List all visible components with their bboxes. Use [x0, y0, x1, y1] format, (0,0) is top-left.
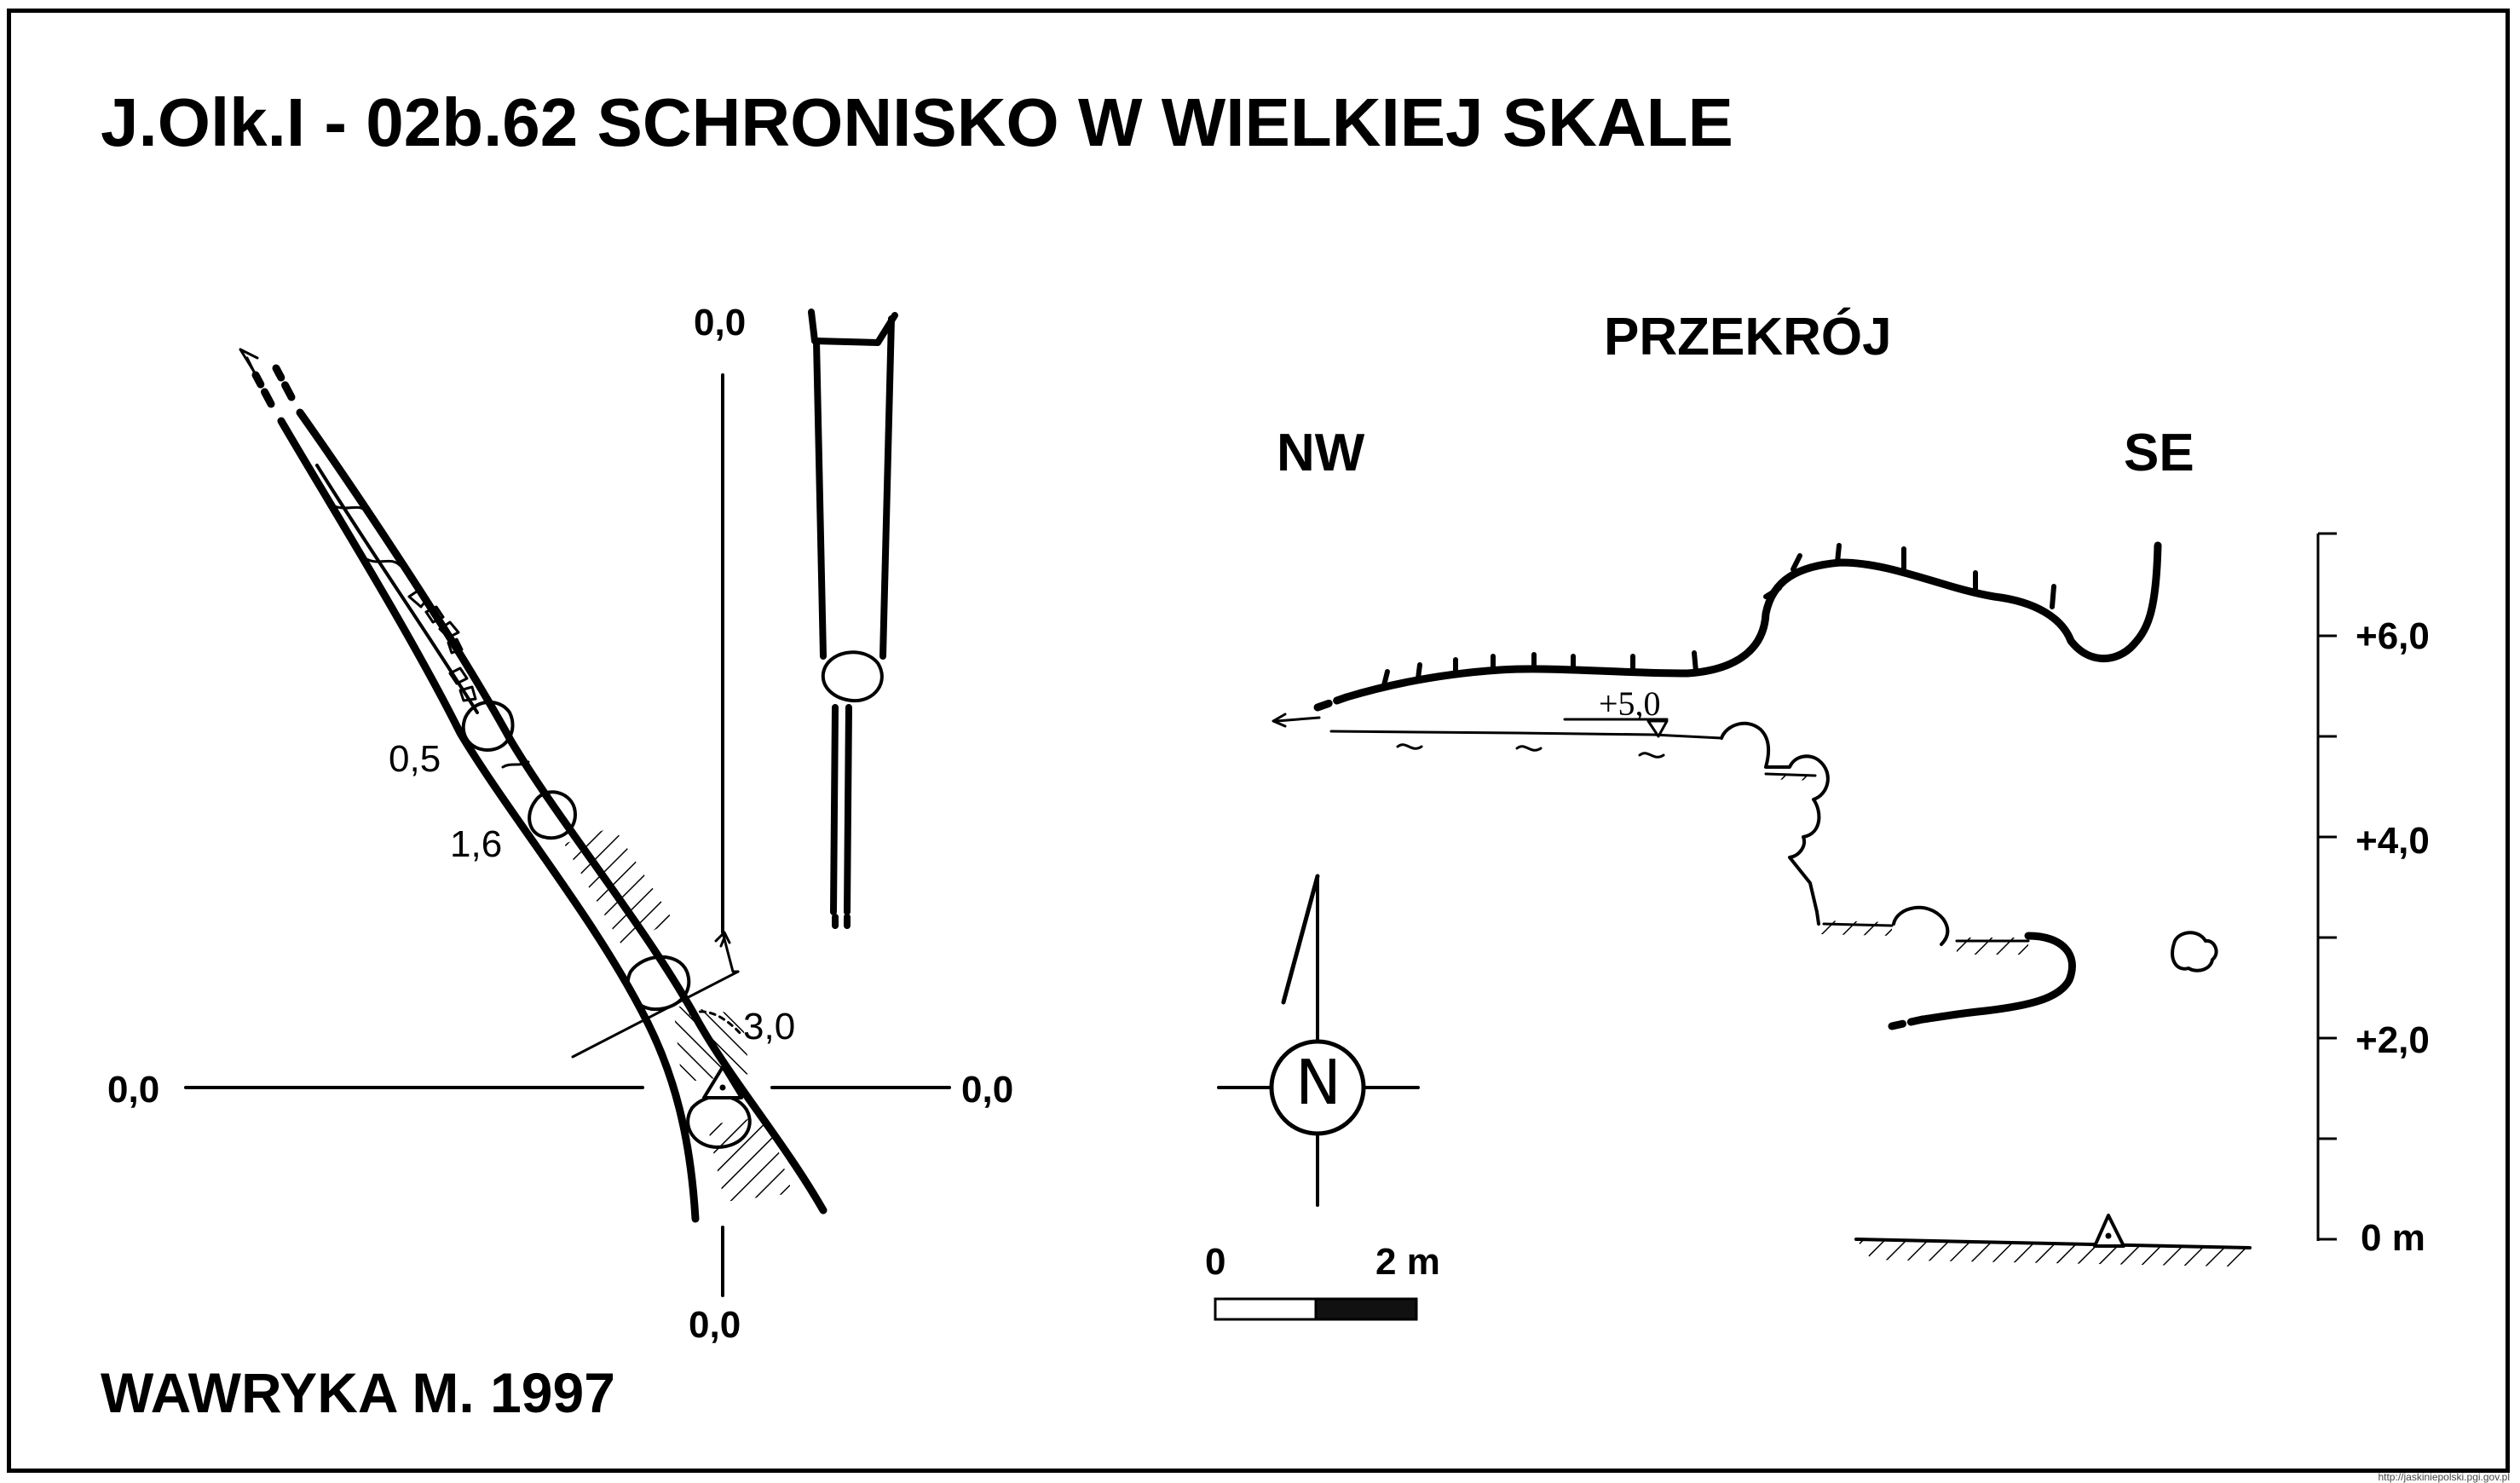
plan-wall-right	[296, 408, 828, 1215]
section-lower-passage	[1918, 932, 2076, 1024]
plan-wall-left	[277, 417, 700, 1223]
section-boulder	[1892, 905, 1950, 946]
plan-axis-right-label: 0,0	[961, 1069, 1014, 1111]
scale-bar	[1214, 1297, 1418, 1321]
author-credit: WAWRYKA M. 1997	[101, 1361, 615, 1424]
section-direction-se: SE	[2124, 424, 2194, 482]
section-step-wall	[1720, 721, 1830, 926]
plan-boulder-3	[626, 955, 691, 1012]
vertical-scale-label-2: +2,0	[2356, 1019, 2430, 1061]
scale-bar-end-label: 2 m	[1375, 1241, 1440, 1283]
section-title: PRZEKRÓJ	[1604, 308, 1892, 366]
plan-shaft	[808, 309, 898, 936]
section-sediment-1	[1819, 920, 1892, 936]
section-isolated-rock	[2171, 931, 2218, 972]
section-ceiling-ticks	[1381, 543, 2056, 688]
plan-sediment-1	[564, 827, 673, 946]
north-arrow-label: N	[1295, 1047, 1341, 1118]
section-base-ground	[1856, 1239, 2250, 1267]
plan-view	[184, 348, 951, 1297]
section-sediment-2	[1957, 938, 2028, 955]
page-title: J.Olk.I - 02b.62 SCHRONISKO W WIELKIEJ S…	[101, 84, 1733, 160]
section-direction-nw: NW	[1277, 424, 1365, 482]
source-url: http://jaskiniepolski.pgi.gov.pl	[2378, 1471, 2510, 1483]
plan-boulder-1	[461, 700, 515, 752]
plan-depth-label-2: 1,6	[450, 823, 503, 865]
vertical-scale-label-4: +4,0	[2356, 820, 2430, 862]
vertical-scale-label-6: +6,0	[2356, 615, 2430, 657]
plan-depth-label-3: 3,0	[743, 1006, 796, 1047]
plan-rock-debris	[407, 588, 477, 702]
plan-depth-label-1: 0,5	[389, 738, 441, 780]
section-level-marker-icon	[1646, 719, 1669, 738]
drawing-frame	[7, 9, 2510, 1473]
section-direction-arrow-icon	[1275, 716, 1321, 723]
vertical-scale-label-0: 0 m	[2361, 1217, 2425, 1259]
section-entrance-marker-icon	[2093, 1214, 2125, 1248]
plan-axis-top-label: 0,0	[694, 302, 747, 343]
plan-axis-bottom-label: 0,0	[689, 1304, 741, 1346]
plan-entrance-marker-icon	[702, 1065, 743, 1099]
plan-boulder-2	[528, 790, 577, 840]
section-view	[1272, 541, 2252, 1267]
section-level-label: +5,0	[1599, 684, 1661, 723]
vertical-scale	[2316, 532, 2337, 1241]
plan-sediment-2	[673, 1006, 750, 1082]
plan-axis-left-label: 0,0	[107, 1069, 160, 1111]
section-floor-line	[1329, 730, 1723, 740]
plan-sediment-3	[707, 1117, 793, 1202]
scale-bar-start-label: 0	[1205, 1241, 1226, 1283]
plan-shaft-boulder	[821, 650, 884, 703]
north-arrow-icon	[1217, 874, 1420, 1207]
plan-profile-line	[571, 970, 740, 1059]
section-ceiling	[1342, 541, 2162, 701]
